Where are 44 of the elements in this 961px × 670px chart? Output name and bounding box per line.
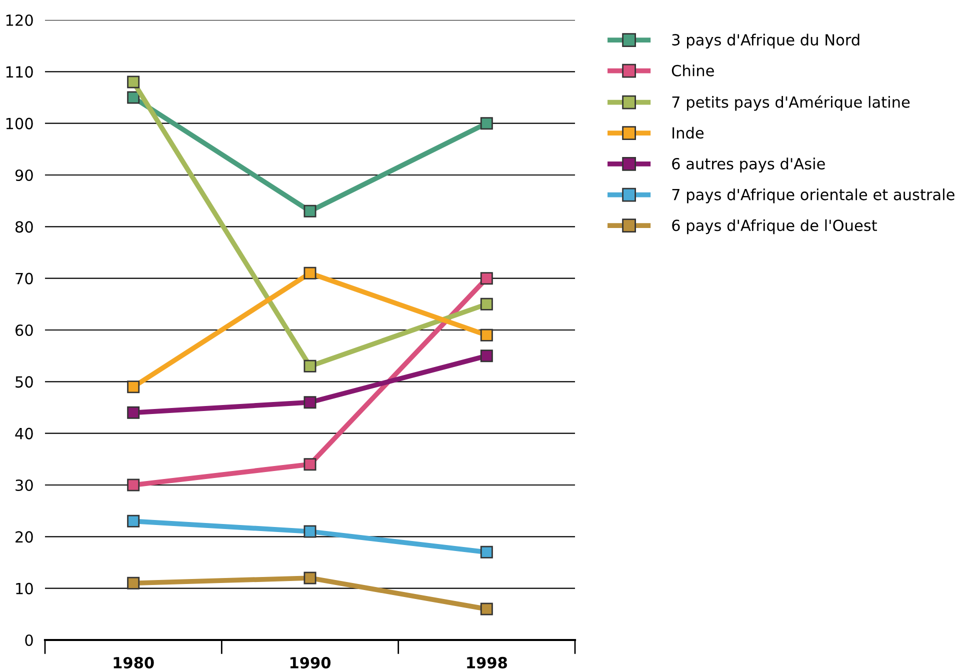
legend-label: 7 petits pays d'Amérique latine	[672, 95, 910, 111]
legend-label: 6 autres pays d'Asie	[672, 158, 825, 172]
point	[480, 272, 493, 285]
y-tick-label: 50	[16, 376, 33, 388]
y-tick-label: 20	[16, 531, 33, 543]
y-tick-label: 30	[16, 479, 33, 492]
x-tick-label: 1998	[467, 656, 507, 668]
legend-label: Chine	[672, 64, 714, 76]
point	[480, 350, 493, 362]
point	[304, 396, 316, 409]
legend-label: Inde	[672, 126, 704, 139]
point	[304, 360, 316, 372]
point	[127, 76, 140, 88]
y-tick-label: 0	[25, 634, 33, 646]
y-tick-label: 60	[16, 324, 33, 336]
y-tick-label: 120	[6, 14, 33, 26]
point	[480, 546, 493, 558]
y-tick-label: 40	[15, 428, 33, 440]
y-tick-label: 80	[15, 221, 33, 233]
point	[304, 525, 316, 538]
x-tick-label: 1990	[290, 656, 331, 668]
point	[127, 478, 140, 492]
x-tick-label: 1980	[114, 656, 154, 668]
point	[127, 380, 140, 394]
legend-label: 6 pays d'Afrique de l'Ouest	[672, 219, 877, 234]
point	[304, 204, 316, 218]
point	[480, 298, 493, 310]
point	[304, 266, 316, 280]
legend-label: 7 pays d'Afrique orientale et australe	[672, 188, 954, 204]
point	[127, 514, 140, 528]
legend-label: 3 pays d'Afrique du Nord	[672, 34, 860, 49]
y-tick-label: 100	[6, 118, 33, 130]
y-tick-label: 110	[6, 66, 33, 78]
point	[480, 117, 493, 130]
point	[127, 406, 140, 419]
point	[127, 576, 140, 590]
y-tick-label: 70	[16, 272, 33, 284]
point	[480, 602, 493, 616]
point	[304, 458, 316, 471]
point	[127, 91, 140, 104]
point	[304, 572, 316, 584]
y-tick-label: 90	[15, 169, 33, 182]
y-tick-label: 10	[16, 582, 33, 594]
point	[480, 328, 493, 342]
